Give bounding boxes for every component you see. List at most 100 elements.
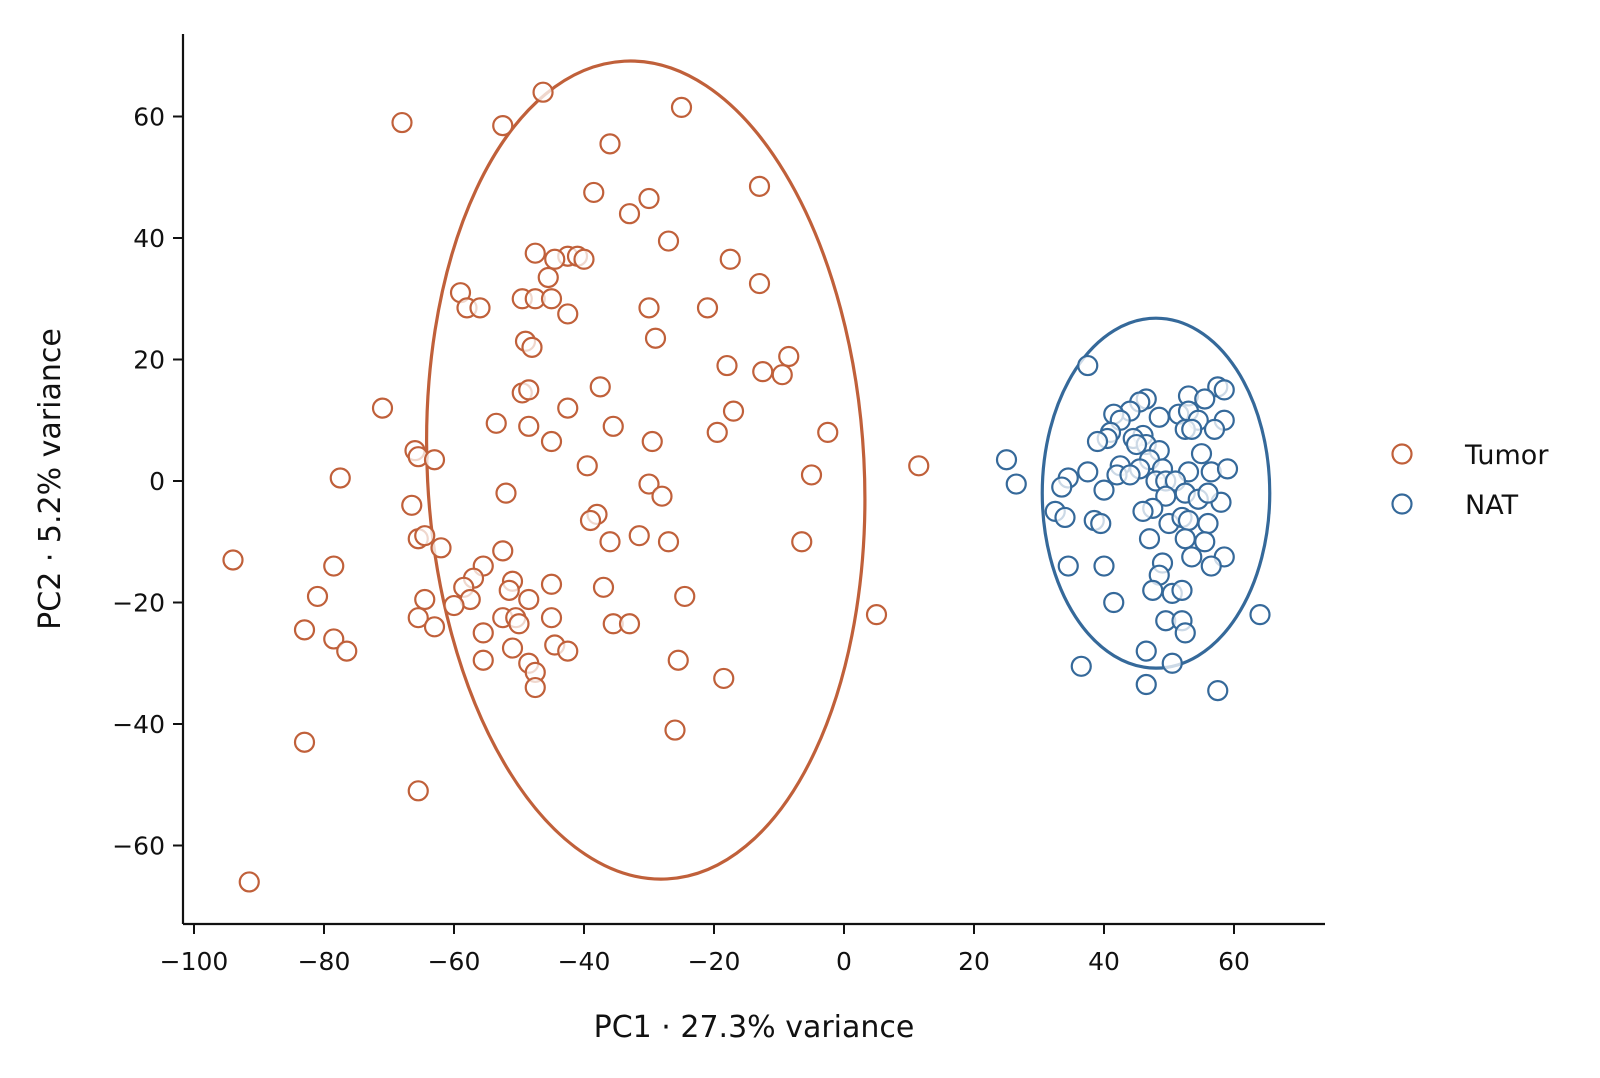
point-tumor <box>414 588 436 611</box>
point-tumor <box>865 604 888 626</box>
point-tumor <box>544 248 566 270</box>
x-tick-label: −100 <box>160 947 229 976</box>
point-tumor <box>908 455 930 477</box>
point-tumor <box>472 649 494 671</box>
point-tumor <box>485 412 507 434</box>
point-tumor <box>329 467 351 489</box>
point-nat <box>1125 433 1148 456</box>
point-tumor <box>518 379 540 401</box>
y-tick-label: 40 <box>133 224 165 253</box>
point-nat <box>1093 479 1115 501</box>
legend-label-tumor: Tumor <box>1464 440 1549 471</box>
point-tumor <box>618 203 641 225</box>
y-tick-label: 20 <box>133 346 165 375</box>
point-tumor <box>599 133 621 155</box>
point-nat <box>1070 655 1092 677</box>
point-tumor <box>540 573 563 595</box>
x-tick-label: −40 <box>558 947 611 976</box>
legend: Tumor NAT <box>1391 440 1549 521</box>
point-tumor <box>657 230 680 252</box>
point-nat <box>1216 458 1239 480</box>
point-tumor <box>401 494 423 516</box>
point-nat <box>1161 652 1183 674</box>
ellipse-tumor <box>424 59 867 881</box>
point-tumor <box>430 537 452 559</box>
ellipse-nat <box>1040 316 1272 670</box>
point-nat <box>1194 531 1216 553</box>
point-nat <box>1077 461 1099 483</box>
point-nat <box>1197 512 1219 535</box>
point-nat <box>1197 482 1219 504</box>
point-tumor <box>628 525 650 547</box>
point-tumor <box>336 640 358 662</box>
point-tumor <box>583 181 605 204</box>
point-tumor <box>524 676 546 699</box>
point-tumor <box>696 297 719 319</box>
point-nat <box>1086 430 1109 453</box>
point-tumor <box>641 430 663 453</box>
y-tick-label: −20 <box>112 589 165 618</box>
point-tumor <box>524 242 546 264</box>
point-tumor <box>472 622 494 644</box>
axes <box>181 34 1325 926</box>
point-nat <box>1249 604 1271 626</box>
x-axis-title: PC1 · 27.3% variance <box>594 1010 915 1045</box>
point-tumor <box>657 531 680 553</box>
point-nat <box>1135 640 1157 662</box>
point-tumor <box>674 585 696 608</box>
y-tick-label: 0 <box>149 467 165 496</box>
point-tumor <box>540 288 563 310</box>
point-tumor <box>407 607 429 629</box>
y-tick-label: −40 <box>112 710 165 739</box>
point-tumor <box>644 327 667 349</box>
y-axis-ticks: −60 −40 −20 0 20 40 60 <box>112 103 183 861</box>
point-nat <box>1207 679 1229 702</box>
point-tumor <box>521 336 543 358</box>
point-tumor <box>670 96 693 118</box>
data-points <box>222 81 1271 893</box>
point-tumor <box>222 549 244 571</box>
legend-label-nat: NAT <box>1465 490 1519 521</box>
point-tumor <box>323 555 345 577</box>
point-nat <box>1135 673 1157 696</box>
point-tumor <box>602 415 624 437</box>
point-tumor <box>293 619 316 641</box>
point-tumor <box>716 354 738 377</box>
point-nat <box>1200 555 1222 577</box>
point-nat <box>1181 546 1203 568</box>
point-nat <box>1142 579 1164 601</box>
point-nat <box>1054 506 1076 529</box>
point-tumor <box>306 585 329 608</box>
point-nat <box>1051 476 1073 498</box>
point-tumor <box>323 628 345 650</box>
point-tumor <box>664 719 686 741</box>
point-tumor <box>713 667 735 690</box>
x-tick-label: 60 <box>1218 947 1250 976</box>
point-tumor <box>817 421 839 443</box>
point-tumor <box>557 397 579 419</box>
point-tumor <box>638 187 660 210</box>
legend-marker-tumor <box>1391 443 1413 465</box>
point-nat <box>1090 512 1112 535</box>
point-tumor <box>638 473 660 495</box>
point-tumor <box>371 397 394 419</box>
point-nat <box>1005 473 1027 495</box>
point-tumor <box>508 613 530 635</box>
point-tumor <box>532 81 554 103</box>
point-tumor <box>557 303 579 325</box>
point-tumor <box>771 364 793 386</box>
y-tick-label: −60 <box>112 832 165 861</box>
point-tumor <box>638 297 660 319</box>
point-nat <box>1148 406 1170 428</box>
point-nat <box>1138 528 1161 550</box>
point-nat <box>1194 388 1216 410</box>
point-nat <box>1171 579 1193 601</box>
point-tumor <box>423 616 446 638</box>
point-nat <box>1103 591 1125 614</box>
point-tumor <box>492 540 514 562</box>
point-tumor <box>791 531 813 553</box>
point-tumor <box>592 576 615 598</box>
y-tick-label: 60 <box>133 103 165 132</box>
point-tumor <box>293 731 316 753</box>
point-tumor <box>706 421 728 443</box>
